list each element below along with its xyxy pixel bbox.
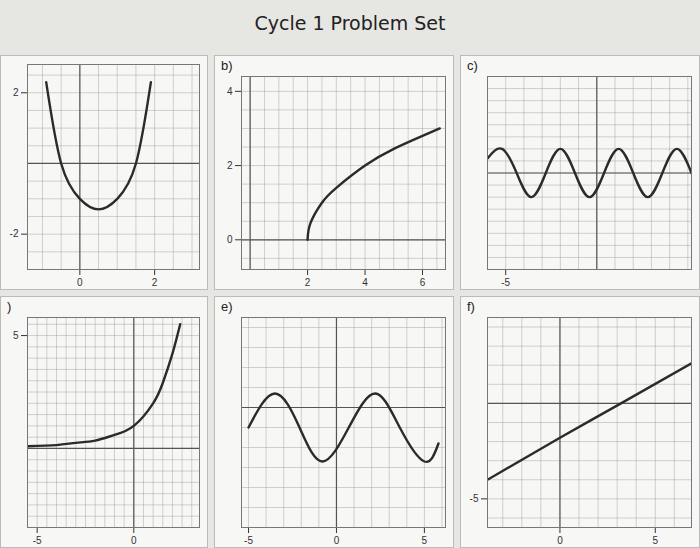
svg-text:2: 2 (305, 277, 311, 288)
svg-text:0: 0 (77, 277, 83, 288)
html-text:e): e) (221, 299, 233, 314)
html-text:Cycle 1 Problem Set: Cycle 1 Problem Set (254, 12, 446, 34)
html-text:c): c) (467, 58, 478, 73)
svg-text:5: 5 (422, 535, 428, 546)
html-text:f): f) (467, 299, 475, 314)
svg-text:-5: -5 (244, 535, 253, 546)
svg-text:0: 0 (227, 234, 233, 245)
svg-text:5: 5 (13, 330, 19, 341)
svg-text:0: 0 (131, 535, 137, 546)
svg-text:6: 6 (420, 277, 426, 288)
svg-text:-2: -2 (10, 228, 19, 239)
svg-text:0: 0 (334, 535, 340, 546)
svg-text:4: 4 (227, 86, 233, 97)
svg-text:-5: -5 (501, 277, 510, 288)
svg-text:-5: -5 (470, 493, 479, 504)
svg-text:0: 0 (557, 535, 563, 546)
svg-text:2: 2 (227, 160, 233, 171)
svg-text:-5: -5 (33, 535, 42, 546)
html-text:b): b) (221, 58, 233, 73)
svg-text:2: 2 (152, 277, 158, 288)
svg-text:2: 2 (13, 87, 19, 98)
svg-text:5: 5 (652, 535, 658, 546)
svg-text:4: 4 (362, 277, 368, 288)
